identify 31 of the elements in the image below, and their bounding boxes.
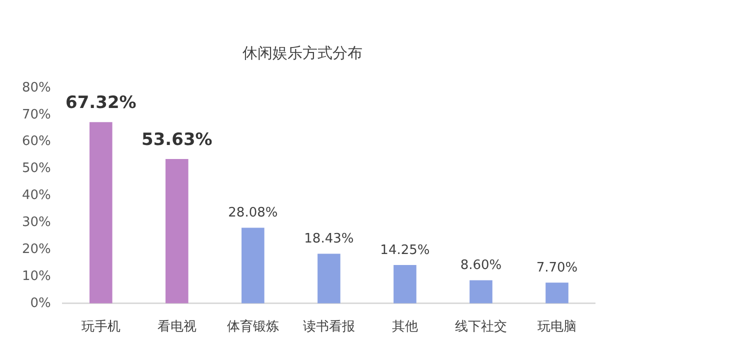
data-label: 28.08% [228,206,278,221]
y-tick-label: 80% [22,80,51,96]
bar [546,282,568,304]
chart-title: 休闲娱乐方式分布 [242,44,362,62]
data-label: 67.32% [65,93,136,114]
data-label: 7.70% [536,260,578,276]
y-tick-label: 30% [22,215,51,230]
y-tick-label: 40% [22,188,51,204]
y-tick-label: 70% [22,107,51,122]
y-tick-label: 0% [30,296,51,311]
y-tick-label: 10% [22,268,51,284]
x-tick-label: 线下社交 [454,318,507,335]
bar [90,122,112,304]
data-label: 53.63% [142,130,212,150]
x-tick-label: 其他 [392,320,418,335]
y-tick-label: 20% [22,242,51,257]
x-tick-label: 读书看报 [302,320,355,335]
bar [242,228,264,304]
x-tick-label: 玩电脑 [537,320,576,335]
data-label: 8.60% [460,258,502,274]
y-tick-label: 50% [22,161,51,176]
x-tick-label: 看电视 [157,320,196,335]
bar [394,265,416,304]
data-label: 18.43% [304,232,354,247]
x-tick-label: 玩手机 [81,320,120,335]
data-label: 14.25% [380,242,430,258]
y-tick-label: 60% [22,134,51,150]
bar [166,159,188,304]
bar [318,254,340,304]
x-tick-label: 体育锻炼 [226,318,279,335]
bar [470,280,492,304]
